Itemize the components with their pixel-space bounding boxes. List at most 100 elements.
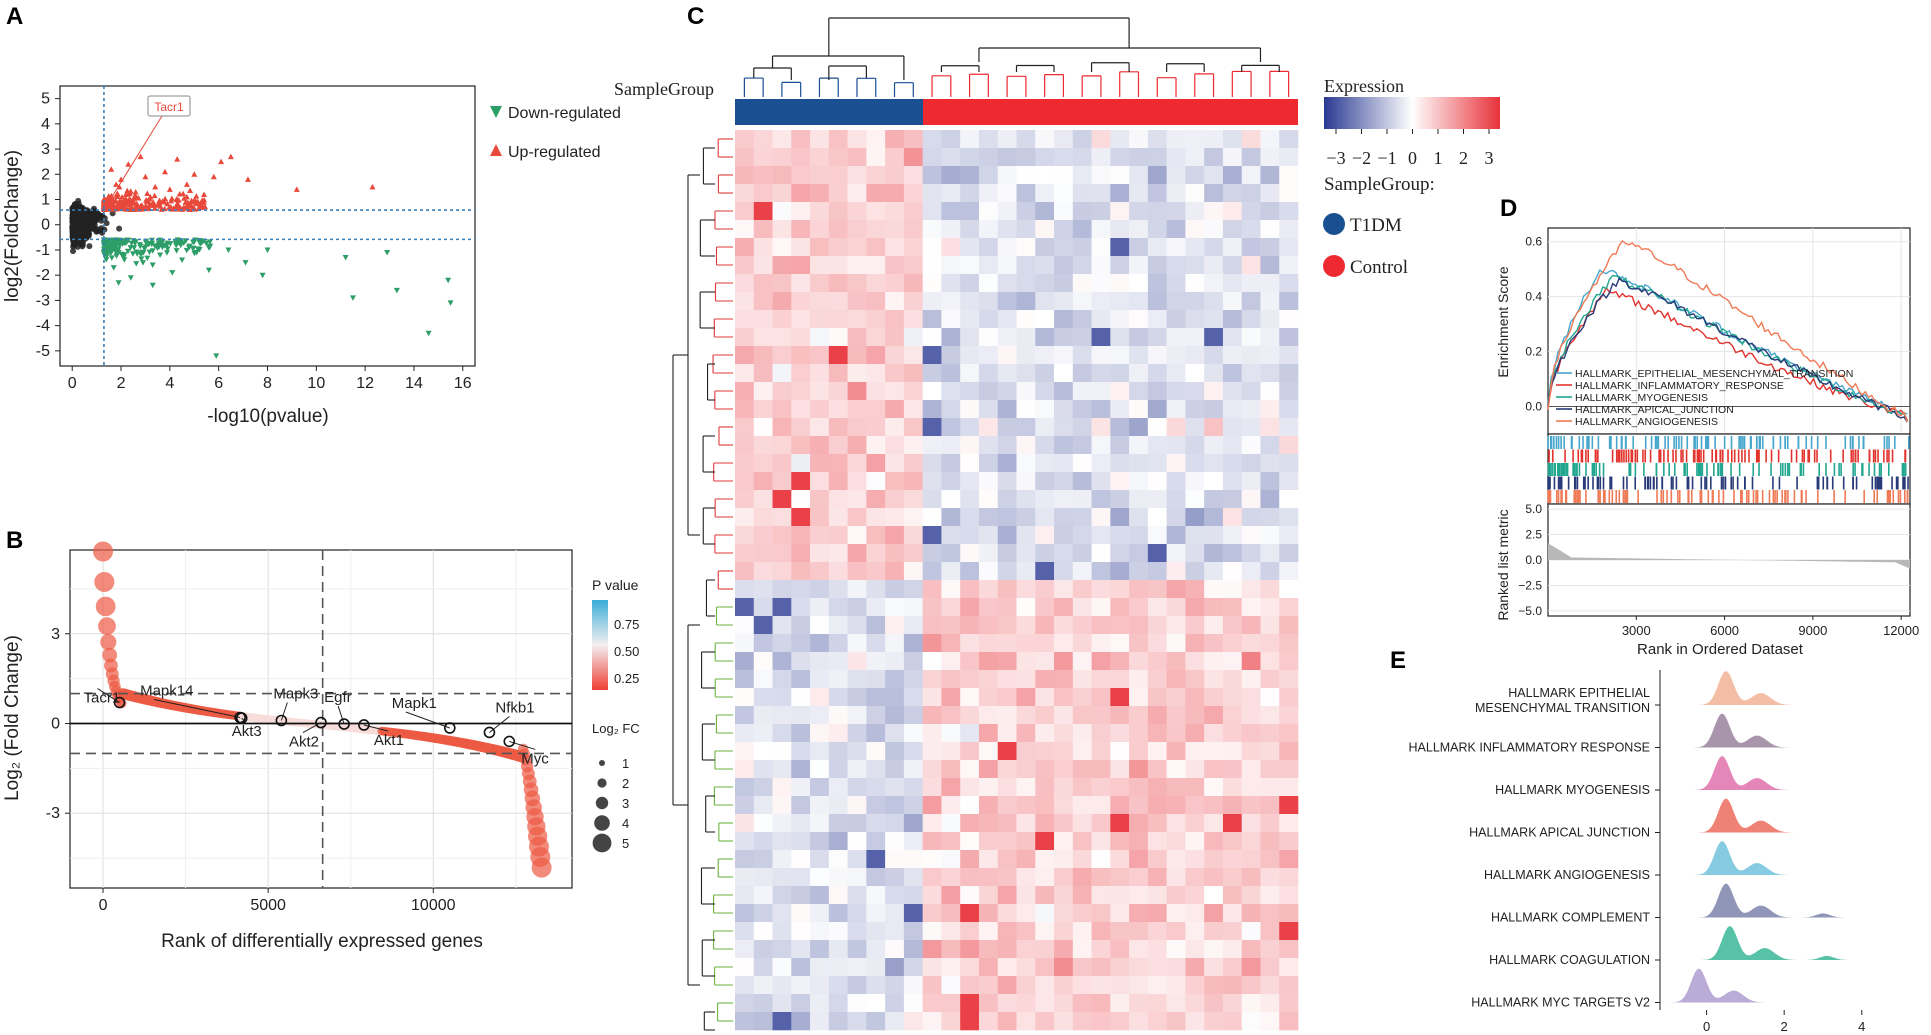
heatmap-cell <box>772 580 792 599</box>
heatmap-cell <box>866 904 886 923</box>
heatmap-cell <box>1241 400 1261 419</box>
heatmap-cell <box>866 436 886 455</box>
ns-point <box>116 225 123 232</box>
heatmap-cell <box>903 940 923 959</box>
heatmap-cell <box>1016 256 1036 275</box>
heatmap-cell <box>1035 778 1055 797</box>
es-curve <box>1547 277 1908 423</box>
heatmap-cell <box>1279 598 1299 617</box>
heatmap-cell <box>1260 994 1280 1013</box>
heatmap-cell <box>753 310 773 329</box>
heatmap-cell <box>866 958 886 977</box>
heatmap-cell <box>1054 328 1074 347</box>
gsea-x-tick-label: 9000 <box>1798 623 1827 638</box>
heatmap-cell <box>1035 130 1055 149</box>
heatmap-cell <box>1241 940 1261 959</box>
heatmap-cell <box>1185 400 1205 419</box>
gene-point <box>98 617 116 636</box>
heatmap-cell <box>753 886 773 905</box>
down-point <box>161 243 168 249</box>
down-point <box>129 251 136 257</box>
heatmap-cell <box>791 634 811 653</box>
heatmap-cell <box>1279 346 1299 365</box>
heatmap-cell <box>1110 706 1130 725</box>
heatmap-cell <box>1091 490 1111 509</box>
heatmap-cell <box>1147 490 1167 509</box>
heatmap-cell <box>828 598 848 617</box>
heatmap-cell <box>1222 436 1242 455</box>
heatmap-cell <box>1147 796 1167 815</box>
heatmap-cell <box>847 598 867 617</box>
heatmap-cell <box>960 634 980 653</box>
heatmap-cell <box>1204 130 1224 149</box>
heatmap-cell <box>1185 148 1205 167</box>
heatmap-cell <box>847 184 867 203</box>
heatmap-cell <box>903 796 923 815</box>
heatmap-cell <box>828 256 848 275</box>
heatmap-cell <box>941 652 961 671</box>
heatmap-cell <box>1147 1012 1167 1031</box>
heatmap-cell <box>866 130 886 149</box>
heatmap-cell <box>1241 544 1261 563</box>
ridge-density-area <box>1687 713 1847 748</box>
heatmap-cell <box>1091 526 1111 545</box>
heatmap-cell <box>941 850 961 869</box>
heatmap-cell <box>903 310 923 329</box>
heatmap-cell <box>1091 256 1111 275</box>
heatmap-cell <box>885 832 905 851</box>
heatmap-cell <box>866 940 886 959</box>
heatmap-cell <box>941 886 961 905</box>
legend-down-marker <box>490 106 502 118</box>
gene-point <box>100 634 117 651</box>
heatmap-cell <box>810 130 830 149</box>
heatmap-cell <box>922 256 942 275</box>
heatmap-cell <box>1279 940 1299 959</box>
heatmap-cell <box>847 274 867 293</box>
heatmap-cell <box>1072 220 1092 239</box>
es-tick-label: 0.2 <box>1525 345 1542 359</box>
heatmap-cell <box>922 742 942 761</box>
heatmap-cell <box>1260 688 1280 707</box>
heatmap-cell <box>922 868 942 887</box>
heatmap-cell <box>735 886 755 905</box>
heatmap-cell <box>1279 904 1299 923</box>
legend-t1dm-dot <box>1323 213 1345 235</box>
heatmap-cell <box>1072 670 1092 689</box>
heatmap-cell <box>828 166 848 185</box>
heatmap-cell <box>922 670 942 689</box>
heatmap-cell <box>1222 130 1242 149</box>
heatmap-cell <box>1166 166 1186 185</box>
heatmap-cell <box>903 400 923 419</box>
heatmap-cell <box>1260 706 1280 725</box>
heatmap-cell <box>1072 328 1092 347</box>
heatmap-cell <box>772 256 792 275</box>
heatmap-cell <box>960 364 980 383</box>
heatmap-cell <box>1279 472 1299 491</box>
heatmap-cell <box>960 184 980 203</box>
heatmap-cell <box>1166 562 1186 581</box>
heatmap-cell <box>1054 994 1074 1013</box>
heatmap-cell <box>753 868 773 887</box>
gene-label-akt3: Akt3 <box>232 723 262 740</box>
heatmap-cell <box>960 958 980 977</box>
heatmap-cell <box>960 976 980 995</box>
heatmap-cell <box>1129 652 1149 671</box>
heatmap-cell <box>1166 526 1186 545</box>
heatmap-cell <box>1129 598 1149 617</box>
heatmap-cell <box>791 940 811 959</box>
heatmap-cell <box>1054 220 1074 239</box>
heatmap-cell <box>866 202 886 221</box>
heatmap-cell <box>1016 544 1036 563</box>
ridge-x-tick-label: 0 <box>1703 1019 1710 1034</box>
fc-legend-title: Log₂ FC <box>592 721 640 736</box>
heatmap-cell <box>1110 598 1130 617</box>
heatmap-cell <box>1222 166 1242 185</box>
heatmap-cell <box>922 202 942 221</box>
heatmap-cell <box>1035 526 1055 545</box>
panel-c-heatmap: SampleGroup Expression −3 −2 −1 0 1 2 3 Sample… <box>614 17 1500 1031</box>
heatmap-cell <box>735 382 755 401</box>
pvalue-colorbar <box>592 600 608 690</box>
expression-tick-label: 3 <box>1485 148 1494 168</box>
heatmap-cell <box>1166 508 1186 527</box>
heatmap-cell <box>1054 454 1074 473</box>
